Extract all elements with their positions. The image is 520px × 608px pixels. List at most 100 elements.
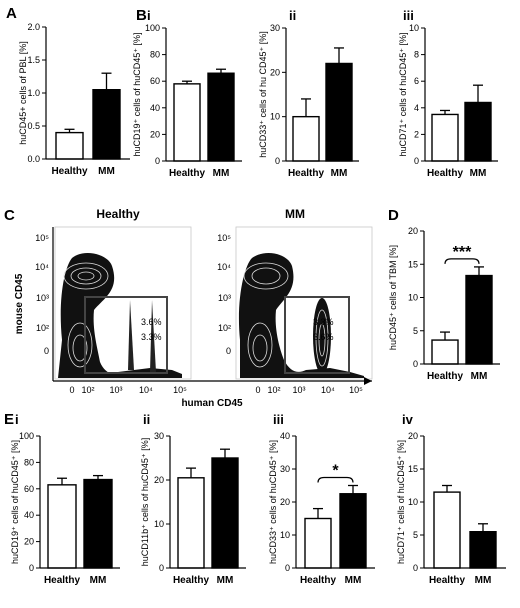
significance-bracket	[317, 476, 354, 483]
flow-y-tick: 10⁵	[35, 233, 49, 243]
flow-y-tick: 10⁵	[217, 233, 231, 243]
panel-label-ei: i	[15, 412, 19, 427]
flow-y-tick: 10³	[218, 293, 231, 303]
category-label: Healthy	[300, 575, 337, 586]
contour-line	[77, 271, 95, 281]
y-tick-label: 0	[159, 563, 164, 573]
flow-title-healthy: Healthy	[96, 207, 140, 221]
y-tick-label: 0	[285, 563, 290, 573]
y-tick-label: 8	[414, 50, 419, 60]
y-tick-label: 5	[413, 530, 418, 540]
flow-cytometry-panel: Healthy MM 3.6% 3.3%	[14, 207, 373, 409]
bar-healthy	[55, 131, 84, 160]
y-tick-label: 10	[408, 497, 418, 507]
chart-eii: 0 10 20 30 huCD11b⁺ cells of huCD45⁺ [%] Heal…	[140, 431, 246, 586]
category-label: Healthy	[169, 168, 206, 179]
panel-label-a: A	[6, 5, 17, 22]
y-tick-label: 6	[414, 76, 419, 86]
y-tick-label: 20	[408, 431, 418, 441]
event-cloud	[238, 252, 364, 378]
flow-x-tick: 0	[69, 385, 74, 395]
category-label: MM	[345, 575, 362, 586]
flow-y-tick: 0	[226, 346, 231, 356]
category-label: Healthy	[427, 371, 464, 382]
category-label: Healthy	[173, 575, 210, 586]
bar-healthy	[173, 83, 201, 162]
significance-bracket	[444, 258, 480, 264]
category-label: Healthy	[51, 166, 88, 177]
y-tick-label: 10	[409, 23, 419, 33]
panel-label-eiv: iv	[402, 412, 414, 427]
flow-title-mm: MM	[285, 207, 305, 221]
panel-label-d: D	[388, 207, 399, 224]
chart-d: 0 5 10 15 20 huCD45⁺ cells of TBM [%] Healthy M…	[388, 226, 500, 382]
bar-healthy	[431, 339, 459, 365]
flow-x-tick: 10³	[292, 385, 305, 395]
y-tick-label: 5	[413, 326, 418, 336]
flow-x-tick: 10⁵	[349, 385, 363, 395]
flow-x-tick: 10⁴	[321, 385, 335, 395]
y-tick-label: 20	[270, 67, 280, 77]
contour-line	[243, 262, 289, 290]
flow-y-tick: 10²	[36, 323, 49, 333]
y-tick-label: 15	[408, 259, 418, 269]
y-tick-label: 40	[280, 431, 290, 441]
category-label: MM	[331, 168, 348, 179]
y-axis-label: huCD19⁺ cells of huCD45⁺ [%]	[132, 32, 142, 156]
flow-y-tick: 10³	[36, 293, 49, 303]
y-axis-label: huCD71⁺ cells of huCD45⁺ [%]	[398, 32, 408, 156]
y-tick-label: 30	[280, 464, 290, 474]
bar-mm	[211, 457, 239, 569]
chart-a: 0.0 0.5 1.0 1.5 2.0 huCD45+ cells of PBL [%] H…	[18, 22, 130, 177]
gate-box	[284, 296, 350, 374]
flow-plot-healthy: 3.6% 3.3%	[54, 226, 192, 380]
panel-label-eiii: iii	[273, 412, 284, 427]
flow-x-tick: 10⁴	[139, 385, 153, 395]
bar-mm	[469, 531, 497, 569]
category-label: Healthy	[427, 168, 464, 179]
y-tick-label: 0	[413, 563, 418, 573]
y-axis-label: huCD33⁺ cells of hu CD45⁺ [%]	[258, 31, 268, 158]
flow-x-tick: 10³	[109, 385, 122, 395]
significance-marker: ***	[453, 244, 472, 261]
contour-line	[63, 262, 109, 290]
significance-marker: *	[332, 463, 339, 480]
y-tick-label: 40	[150, 103, 160, 113]
y-axis-label: huCD11b⁺ cells of huCD45⁺ [%]	[140, 438, 150, 566]
flow-x-tick: 10²	[267, 385, 280, 395]
y-tick-label: 20	[154, 475, 164, 485]
y-axis-label: huCD33⁺ cells of huCD45⁺ [%]	[268, 440, 278, 564]
y-tick-label: 80	[24, 457, 34, 467]
panel-label-bi: i	[147, 8, 151, 23]
bar-mm	[92, 88, 121, 160]
contour-line	[315, 309, 329, 367]
gate-percent-top: 3.3%	[313, 317, 334, 327]
bar-mm	[83, 478, 113, 569]
flow-y-label: mouse CD45	[14, 273, 25, 334]
y-tick-label: 0	[29, 563, 34, 573]
y-tick-label: 2	[414, 129, 419, 139]
panel-label-c: C	[4, 207, 15, 224]
y-tick-label: 80	[150, 50, 160, 60]
y-tick-label: 4	[414, 103, 419, 113]
y-tick-label: 20	[280, 497, 290, 507]
bar-mm	[339, 493, 367, 569]
y-tick-label: 0.5	[27, 121, 40, 131]
bar-mm	[325, 62, 353, 162]
y-tick-label: 40	[24, 510, 34, 520]
flow-x-tick: 0	[255, 385, 260, 395]
y-tick-label: 15	[408, 464, 418, 474]
contour-line	[247, 322, 273, 368]
category-label: MM	[98, 166, 115, 177]
y-tick-label: 100	[145, 23, 160, 33]
bar-healthy	[304, 517, 332, 569]
category-label: MM	[470, 168, 487, 179]
panel-label-bii: ii	[289, 8, 296, 23]
flow-plot-mm: 3.3% 3.6%	[235, 226, 373, 380]
bar-healthy	[47, 484, 77, 569]
